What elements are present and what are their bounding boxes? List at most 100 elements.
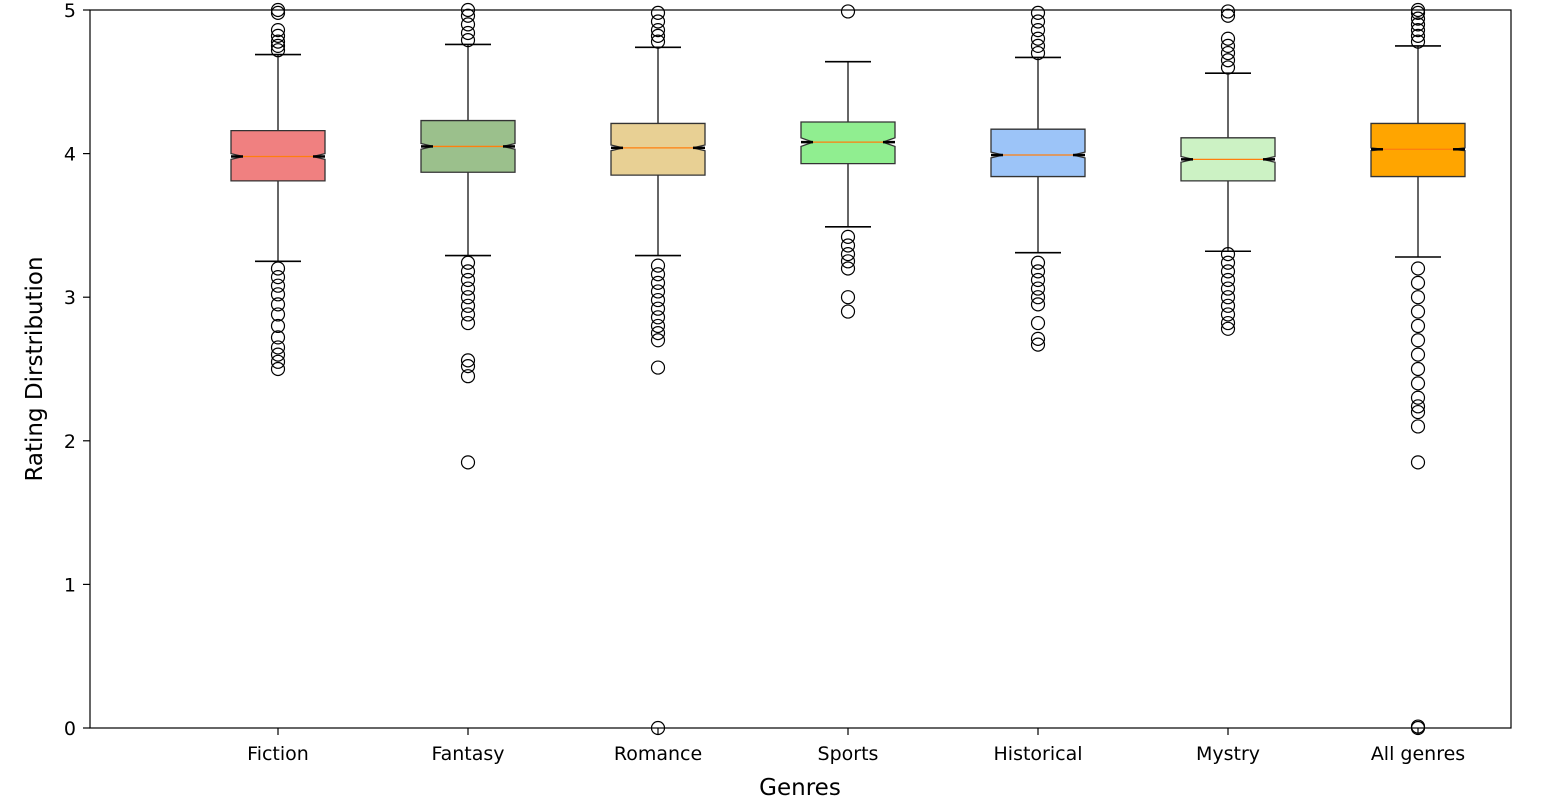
- outlier-point: [460, 455, 476, 470]
- y-tick-label: 5: [64, 0, 76, 22]
- box-body: [230, 129, 326, 182]
- outlier-point: [650, 333, 666, 348]
- outlier-point: [1410, 17, 1426, 32]
- outlier-point: [1410, 304, 1426, 319]
- outlier-point: [840, 229, 856, 244]
- outlier-point: [1410, 28, 1426, 43]
- outlier-point: [1030, 281, 1046, 296]
- outlier-point: [650, 258, 666, 273]
- outlier-point: [1030, 38, 1046, 54]
- outlier-point: [1220, 290, 1236, 305]
- outlier-point: [460, 8, 476, 23]
- y-tick-label: 2: [64, 431, 76, 453]
- outlier-point: [270, 278, 286, 293]
- x-tick-label: Fiction: [247, 743, 309, 765]
- outlier-point: [1220, 247, 1236, 262]
- boxes-layer: [230, 2, 1466, 736]
- x-tick-label: All genres: [1371, 743, 1465, 765]
- outlier-point: [1220, 264, 1236, 279]
- y-tick-label: 4: [64, 144, 76, 166]
- outlier-point: [270, 23, 286, 38]
- outlier-point: [840, 238, 856, 253]
- outlier-point: [1030, 272, 1046, 288]
- outlier-point: [460, 264, 476, 279]
- outlier-point: [270, 5, 286, 20]
- outlier-point: [650, 5, 666, 20]
- outlier-point: [650, 14, 666, 29]
- outlier-point: [1410, 5, 1426, 20]
- outlier-point: [270, 347, 286, 362]
- outlier-point: [1030, 5, 1046, 20]
- x-tick-label: Romance: [614, 743, 702, 765]
- outlier-point: [1220, 307, 1236, 322]
- box-romance: [610, 5, 706, 736]
- outlier-point: [460, 25, 476, 41]
- x-tick-label: Fantasy: [431, 743, 504, 765]
- outlier-point: [1220, 281, 1236, 296]
- x-axis-label: Genres: [759, 775, 841, 801]
- outlier-point: [1410, 361, 1426, 377]
- outlier-point: [840, 261, 856, 276]
- y-axis-ticks: 0 1 2 3 4 5: [64, 0, 90, 740]
- outlier-point: [270, 34, 286, 49]
- outlier-point: [650, 318, 666, 334]
- outlier-point: [1410, 399, 1426, 414]
- outlier-point: [460, 272, 476, 288]
- outlier-point: [1030, 297, 1046, 312]
- outlier-point: [840, 290, 856, 305]
- outlier-point: [1410, 2, 1426, 18]
- outlier-point: [270, 43, 286, 58]
- outlier-point: [460, 353, 476, 368]
- outlier-point: [1030, 255, 1046, 270]
- outlier-point: [650, 301, 666, 316]
- outlier-point: [1220, 321, 1236, 336]
- outlier-point: [840, 4, 856, 19]
- outlier-point: [1410, 419, 1426, 434]
- outlier-point: [650, 310, 666, 325]
- outlier-point: [1220, 315, 1236, 331]
- x-axis-ticks: Fiction Fantasy Romance Sports Historical Mys…: [247, 728, 1465, 765]
- outlier-point: [1220, 255, 1236, 270]
- outlier-point: [1030, 45, 1046, 61]
- outlier-point: [1220, 4, 1236, 19]
- box-historical: [990, 5, 1086, 352]
- outlier-point: [460, 17, 476, 32]
- outlier-point: [1410, 23, 1426, 38]
- outlier-point: [1410, 455, 1426, 470]
- outlier-point: [270, 287, 286, 302]
- outlier-point: [1220, 31, 1236, 46]
- outlier-point: [460, 369, 476, 384]
- outlier-point: [1220, 272, 1236, 288]
- outlier-point: [650, 267, 666, 282]
- outlier-point: [650, 326, 666, 341]
- outlier-point: [1030, 23, 1046, 38]
- box-body: [1370, 122, 1466, 178]
- outlier-point: [1220, 8, 1236, 23]
- outlier-point: [1030, 331, 1046, 346]
- outlier-point: [460, 290, 476, 305]
- box-body: [990, 128, 1086, 178]
- box-sports: [800, 4, 896, 319]
- outlier-point: [270, 307, 286, 322]
- outlier-point: [840, 247, 856, 262]
- outlier-point: [1410, 376, 1426, 391]
- x-tick-label: Mystry: [1196, 743, 1260, 765]
- outlier-point: [460, 298, 476, 313]
- outlier-point: [1410, 275, 1426, 290]
- outlier-point: [460, 307, 476, 322]
- outlier-point: [270, 269, 286, 285]
- outlier-point: [650, 34, 666, 49]
- outlier-point: [270, 340, 286, 355]
- box-fantasy: [420, 2, 516, 470]
- outlier-point: [460, 315, 476, 331]
- outlier-point: [840, 254, 856, 269]
- plot-area: [89, 9, 1512, 729]
- outlier-point: [270, 297, 286, 312]
- y-tick-label: 1: [64, 574, 76, 596]
- outlier-point: [460, 2, 476, 18]
- outlier-point: [460, 255, 476, 270]
- outlier-point: [1220, 60, 1236, 75]
- outlier-point: [270, 354, 286, 369]
- outlier-point: [1220, 53, 1236, 68]
- box-mystry: [1180, 4, 1276, 336]
